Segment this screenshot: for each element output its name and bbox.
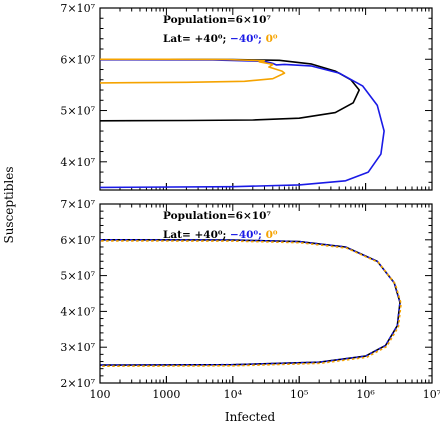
y-tick-label: 7×10⁷ <box>60 198 95 211</box>
series-line-2 <box>99 59 385 189</box>
annotation-segment: 0⁰ <box>262 33 278 45</box>
y-tick-label: 6×10⁷ <box>60 53 95 66</box>
population-annotation: Population=6×10⁷ <box>163 210 271 222</box>
x-tick-label: 100 <box>90 388 111 401</box>
annotation-segment: 0⁰ <box>262 229 278 241</box>
series-line-2 <box>99 239 401 366</box>
x-tick-label: 10⁶ <box>356 388 375 401</box>
y-tick-label: 5×10⁷ <box>60 270 95 283</box>
y-tick-label: 7×10⁷ <box>60 2 95 15</box>
y-tick-label: 4×10⁷ <box>60 156 95 169</box>
x-tick-label: 10⁵ <box>290 388 308 401</box>
panel-top: 4×10⁷ 5×10⁷ 6×10⁷ 7×10⁷ Population=6×10⁷ Lat=… <box>60 2 433 191</box>
annotation-segment: −40⁰; <box>226 33 262 45</box>
x-tick-label: 10⁷ <box>423 388 440 401</box>
annotation-segment: −40⁰; <box>226 229 262 241</box>
plot-frame <box>99 203 433 384</box>
latitude-legend: Lat= +40⁰; −40⁰; 0⁰ <box>163 229 278 241</box>
y-tick-label: 2×10⁷ <box>60 377 95 390</box>
x-tick-label: 10⁴ <box>224 388 243 401</box>
panel-bottom: 100 1000 10⁴ 10⁵ 10⁶ 10⁷ 2×10⁷ 3×10⁷ 4×10⁷ 5×10⁷ 6… <box>60 198 440 401</box>
series-line-1 <box>99 239 401 366</box>
annotation-segment: Lat= +40⁰; <box>163 33 226 45</box>
annotation-segment: Population=6×10⁷ <box>163 210 271 222</box>
y-tick-label: 6×10⁷ <box>60 234 95 247</box>
annotation-segment: Lat= +40⁰; <box>163 229 226 241</box>
y-tick-label: 3×10⁷ <box>60 341 95 354</box>
series-line-3 <box>99 58 286 84</box>
y-tick-label: 4×10⁷ <box>60 305 95 318</box>
y-axis-title: Susceptibles <box>2 166 16 243</box>
x-axis-title: Infected <box>225 410 276 424</box>
series-line-3 <box>101 240 402 368</box>
y-tick-label: 5×10⁷ <box>60 105 95 118</box>
plot-frame <box>99 7 433 191</box>
population-annotation: Population=6×10⁷ <box>163 14 271 26</box>
latitude-legend: Lat= +40⁰; −40⁰; 0⁰ <box>163 33 278 45</box>
annotation-segment: Population=6×10⁷ <box>163 14 271 26</box>
x-tick-label: 1000 <box>152 388 180 401</box>
